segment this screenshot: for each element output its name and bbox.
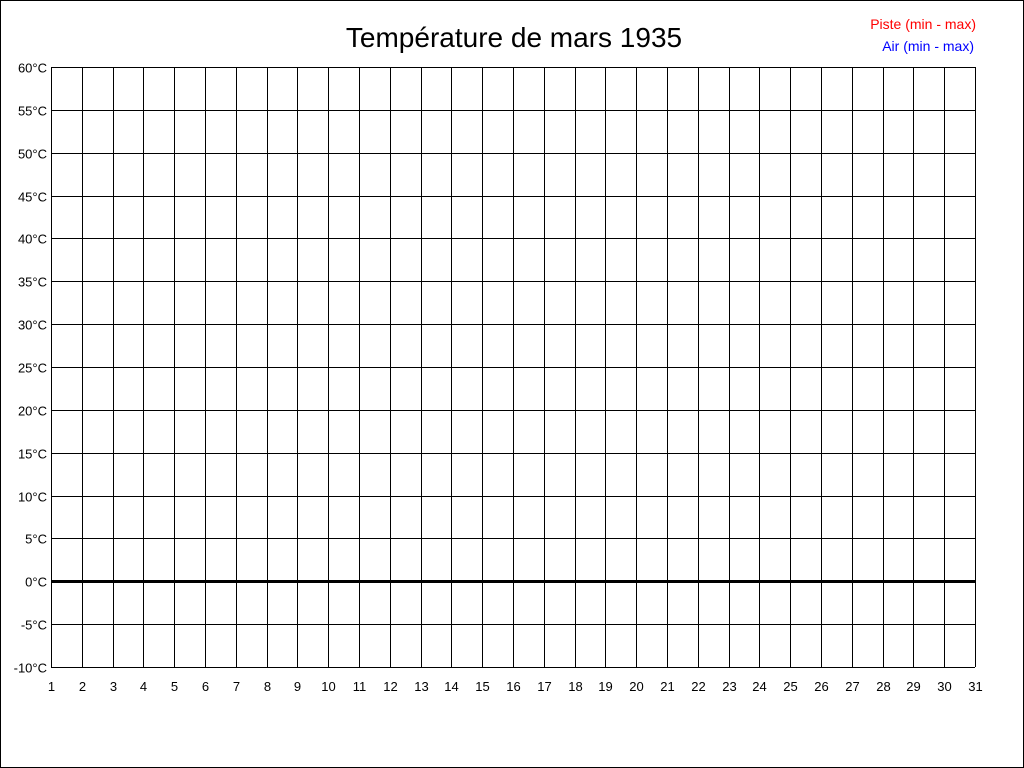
- x-tick-label: 12: [383, 679, 397, 694]
- x-tick-label: 15: [475, 679, 489, 694]
- grid: [51, 67, 976, 668]
- y-axis-ticks: 60°C 55°C 50°C 45°C 40°C 35°C 30°C 25°C 20°C 15°C…: [14, 61, 47, 676]
- legend-air: Air (min - max): [882, 38, 974, 54]
- x-tick-label: 5: [171, 679, 178, 694]
- x-tick-label: 19: [598, 679, 612, 694]
- x-tick-label: 10: [321, 679, 335, 694]
- y-tick-label: 20°C: [18, 404, 47, 419]
- x-tick-label: 27: [845, 679, 859, 694]
- x-tick-label: 6: [202, 679, 209, 694]
- x-tick-label: 21: [660, 679, 674, 694]
- x-tick-label: 11: [353, 679, 367, 694]
- y-tick-label: 60°C: [18, 61, 47, 76]
- y-tick-label: 5°C: [25, 532, 47, 547]
- y-tick-label: -10°C: [14, 661, 47, 676]
- chart-title: Température de mars 1935: [346, 22, 682, 53]
- x-tick-label: 23: [722, 679, 736, 694]
- legend-piste: Piste (min - max): [870, 16, 976, 32]
- y-tick-label: 50°C: [18, 147, 47, 162]
- x-tick-label: 17: [537, 679, 551, 694]
- x-tick-label: 20: [629, 679, 643, 694]
- x-tick-label: 30: [937, 679, 951, 694]
- x-tick-label: 24: [752, 679, 766, 694]
- x-tick-label: 8: [264, 679, 271, 694]
- x-tick-label: 9: [294, 679, 301, 694]
- y-tick-label: 0°C: [25, 575, 47, 590]
- y-tick-label: 15°C: [18, 447, 47, 462]
- x-tick-label: 18: [568, 679, 582, 694]
- y-tick-label: 25°C: [18, 361, 47, 376]
- x-tick-label: 2: [79, 679, 86, 694]
- x-tick-label: 29: [906, 679, 920, 694]
- x-tick-label: 16: [506, 679, 520, 694]
- x-tick-label: 7: [233, 679, 240, 694]
- y-tick-label: 30°C: [18, 318, 47, 333]
- x-tick-label: 13: [414, 679, 428, 694]
- x-tick-label: 22: [691, 679, 705, 694]
- y-tick-label: 40°C: [18, 232, 47, 247]
- x-tick-label: 28: [876, 679, 890, 694]
- x-tick-label: 14: [444, 679, 458, 694]
- y-tick-label: 45°C: [18, 190, 47, 205]
- x-tick-label: 4: [140, 679, 147, 694]
- x-tick-label: 25: [783, 679, 797, 694]
- x-axis-ticks: 1 2 3 4 5 6 7 8 9 10 11 12 13 14 15 16 17 18 19 20 21 22 23 24 2…: [48, 679, 983, 694]
- x-tick-label: 26: [814, 679, 828, 694]
- y-tick-label: 10°C: [18, 490, 47, 505]
- y-tick-label: 55°C: [18, 104, 47, 119]
- x-tick-label: 3: [110, 679, 117, 694]
- y-tick-label: -5°C: [21, 618, 47, 633]
- y-tick-label: 35°C: [18, 275, 47, 290]
- x-tick-label: 31: [968, 679, 982, 694]
- x-tick-label: 1: [48, 679, 55, 694]
